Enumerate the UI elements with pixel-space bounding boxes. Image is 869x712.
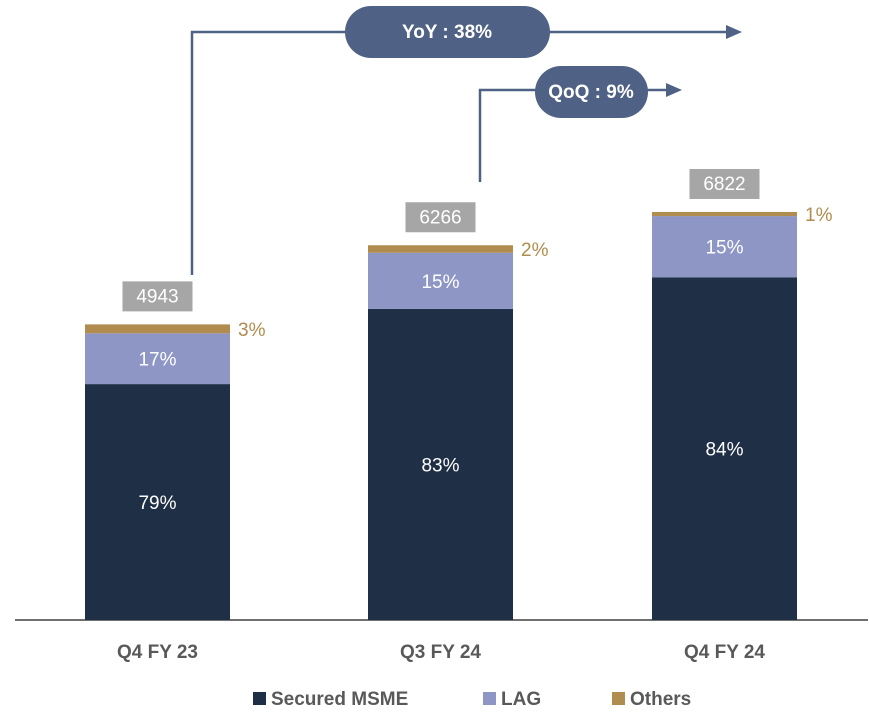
- bar-segment: [368, 308, 513, 620]
- total-label: 6266: [419, 207, 461, 228]
- x-tick-label: Q4 FY 23: [117, 642, 198, 663]
- legend-swatch: [612, 692, 625, 705]
- data-label: 2%: [521, 240, 549, 261]
- bar-segment: [85, 324, 230, 334]
- bar-segment: [652, 212, 797, 217]
- legend-swatch: [483, 692, 496, 705]
- data-label: 84%: [705, 440, 743, 461]
- qoq-arrow: QoQ : 9%: [478, 66, 682, 182]
- legend-swatch: [253, 692, 266, 705]
- legend-label: LAG: [501, 689, 541, 710]
- x-tick-label: Q3 FY 24: [400, 642, 481, 663]
- total-label: 4943: [136, 286, 178, 307]
- bar-segment: [368, 252, 513, 309]
- data-label: 15%: [421, 272, 459, 293]
- bar-segment: [85, 333, 230, 385]
- bar-segment: [368, 245, 513, 253]
- data-label: 15%: [705, 238, 743, 259]
- bar-segment: [652, 216, 797, 278]
- total-box: [689, 169, 760, 199]
- data-label: 79%: [138, 493, 176, 514]
- legend-label: Secured MSME: [271, 689, 408, 710]
- yoy-label: YoY : 38%: [402, 22, 492, 43]
- x-tick-label: Q4 FY 24: [684, 642, 765, 663]
- legend-label: Others: [630, 689, 691, 710]
- total-box: [122, 281, 193, 312]
- bar-segment: [652, 277, 797, 620]
- total-box: [405, 202, 476, 233]
- bar-segment: [85, 384, 230, 620]
- data-label: 83%: [421, 455, 459, 476]
- data-label: 17%: [138, 350, 176, 371]
- data-label: 3%: [238, 320, 266, 341]
- data-label: 1%: [805, 205, 833, 226]
- total-label: 6822: [703, 174, 745, 195]
- qoq-label: QoQ : 9%: [548, 82, 634, 103]
- yoy-arrow: YoY : 38%: [190, 6, 742, 275]
